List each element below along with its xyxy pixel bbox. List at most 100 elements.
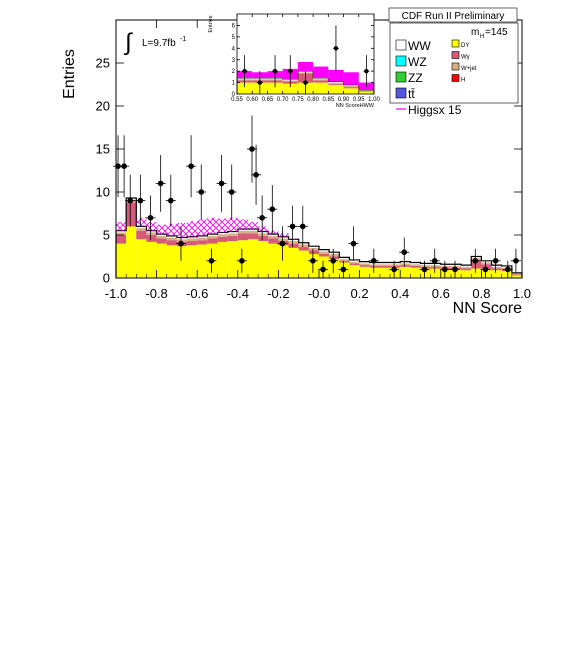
stack-bar-wgamma bbox=[313, 80, 329, 83]
data-point bbox=[401, 249, 408, 255]
inset-x-axis-label: NN ScoreHWW bbox=[336, 103, 375, 109]
data-point bbox=[391, 266, 397, 273]
y-tick-label: 5 bbox=[232, 35, 236, 41]
higgs-band bbox=[187, 221, 198, 237]
stack-bar-wgamma bbox=[247, 233, 259, 240]
stack-bar-dy bbox=[501, 271, 512, 278]
x-tick-label: 0.2 bbox=[351, 286, 369, 301]
stack-bar-ww bbox=[319, 249, 330, 252]
stack-bar-wgamma bbox=[217, 236, 228, 242]
stack-bar-ww bbox=[237, 228, 248, 231]
stack-bar-dy bbox=[136, 239, 147, 278]
data-point bbox=[303, 80, 308, 85]
stack-bar-ww bbox=[359, 261, 370, 264]
data-point bbox=[137, 197, 144, 204]
data-point bbox=[279, 240, 286, 247]
higgs-band bbox=[217, 218, 228, 233]
stack-bar-wjet bbox=[237, 230, 248, 234]
stack-bar-wjet bbox=[187, 238, 198, 242]
higgs-band bbox=[313, 66, 329, 78]
higgs-band bbox=[288, 238, 299, 240]
legend-label: Wγ bbox=[461, 55, 470, 61]
data-point bbox=[121, 163, 127, 169]
stack-bar-wgamma bbox=[410, 265, 421, 268]
data-point bbox=[188, 163, 194, 169]
inset-frame bbox=[236, 13, 375, 95]
stack-bar-wgamma bbox=[461, 268, 472, 271]
stack-bar-ww bbox=[343, 84, 359, 86]
data-point bbox=[239, 258, 245, 264]
legend-label: WZ bbox=[408, 55, 427, 69]
stack-bar-dy bbox=[511, 275, 522, 278]
stack-bar-wgamma bbox=[126, 202, 137, 227]
stack-bar-dy bbox=[176, 246, 188, 278]
data-point bbox=[340, 266, 347, 273]
data-point bbox=[249, 146, 255, 152]
stack-bar-ww bbox=[400, 261, 411, 264]
stack-bar-wgamma bbox=[343, 87, 359, 89]
stack-bar-dy bbox=[328, 84, 344, 94]
data-point bbox=[242, 68, 247, 74]
stack-bar-dy bbox=[268, 243, 279, 278]
stack-bar-ww bbox=[481, 260, 492, 263]
stack-bar-wjet bbox=[217, 234, 228, 237]
higgs-band bbox=[116, 222, 127, 231]
stack-bar-dy bbox=[298, 250, 309, 278]
stack-bar-dy bbox=[491, 270, 502, 278]
stack-bar-ww bbox=[136, 226, 147, 229]
legend-swatch bbox=[395, 55, 407, 67]
stack-bar-wjet bbox=[166, 237, 177, 241]
stack-bar-dy bbox=[308, 253, 319, 278]
stack-bar-wgamma bbox=[197, 240, 208, 245]
stack-bar-wjet bbox=[430, 265, 441, 267]
data-point bbox=[482, 266, 489, 273]
stack-bar-ww bbox=[390, 262, 401, 265]
higgs-band bbox=[297, 62, 314, 72]
stack-bar-dy bbox=[227, 241, 238, 278]
legend-label: tt̄ bbox=[408, 87, 415, 101]
higgs-band bbox=[136, 217, 147, 227]
x-tick-label: 0.55 bbox=[231, 97, 243, 103]
stack-bar-dy bbox=[420, 268, 431, 278]
y-tick-label: 25 bbox=[96, 56, 110, 71]
y-tick-label: 4 bbox=[232, 46, 236, 52]
data-point bbox=[472, 258, 479, 264]
stack-bar-wjet bbox=[358, 90, 374, 92]
stack-bar-wgamma bbox=[298, 247, 309, 251]
data-point bbox=[253, 172, 259, 178]
stack-bar-ww bbox=[187, 236, 198, 239]
y-tick-label: 0 bbox=[232, 92, 236, 98]
stack-bar-wjet bbox=[343, 86, 359, 88]
stack-bar-dy bbox=[471, 268, 482, 278]
data-point bbox=[198, 189, 205, 195]
stack-bar-ww bbox=[116, 230, 127, 233]
data-point bbox=[259, 215, 265, 221]
stack-bar-dy bbox=[329, 259, 340, 278]
stack-bar-wgamma bbox=[359, 265, 370, 267]
stack-bar-wgamma bbox=[116, 235, 127, 244]
stack-bar-wjet bbox=[247, 230, 259, 234]
higgs-band bbox=[207, 217, 218, 235]
stack-bar-ww bbox=[227, 231, 238, 234]
data-point bbox=[364, 68, 369, 74]
stack-bar-wjet bbox=[313, 79, 329, 81]
data-point bbox=[127, 197, 134, 204]
stack-bar-dy bbox=[343, 88, 359, 94]
y-tick-label: 3 bbox=[232, 58, 236, 64]
higgs-band bbox=[166, 223, 177, 236]
higgs-band bbox=[258, 226, 269, 232]
x-tick-label: -1.0 bbox=[105, 286, 127, 301]
data-point bbox=[269, 206, 276, 212]
mass-value: =145 bbox=[485, 27, 508, 38]
stack-bar-ww bbox=[166, 235, 177, 238]
higgs-band bbox=[328, 70, 344, 82]
stack-bar-ww bbox=[471, 256, 482, 259]
stack-bar-wjet bbox=[379, 264, 391, 266]
title-box bbox=[388, 7, 518, 23]
data-point bbox=[310, 258, 316, 264]
data-point bbox=[371, 258, 377, 264]
stack-bar-ww bbox=[430, 263, 441, 266]
y-tick-label: 6 bbox=[232, 24, 236, 30]
stack-bar-wgamma bbox=[268, 238, 279, 244]
